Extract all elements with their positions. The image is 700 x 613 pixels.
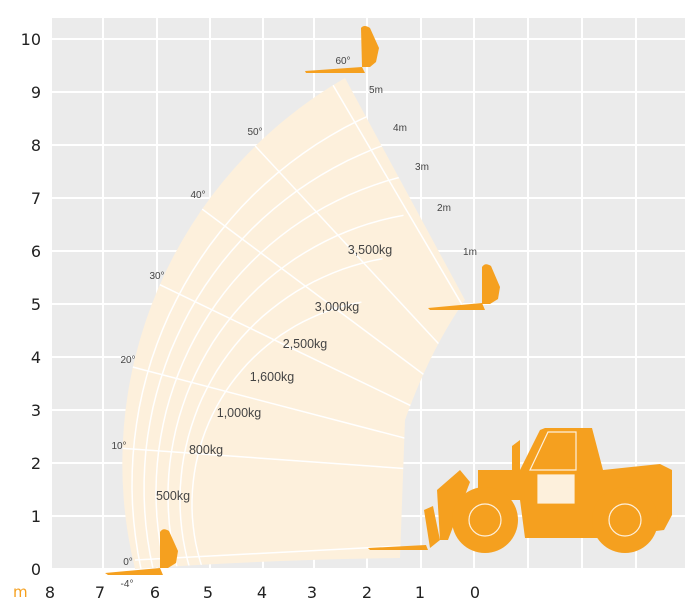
y-tick-label: 8 xyxy=(31,136,41,155)
x-tick-label: 5 xyxy=(203,583,213,602)
y-tick-label: 0 xyxy=(31,560,41,579)
y-tick-label: 1 xyxy=(31,507,41,526)
fork-icon-60deg xyxy=(305,26,379,73)
boom-angle-label: 40° xyxy=(190,190,205,201)
boom-angle-label: 0° xyxy=(123,557,133,568)
extension-arc xyxy=(143,127,446,569)
angle-line xyxy=(309,78,466,481)
x-tick-label: 8 xyxy=(45,583,55,602)
x-tick-label: 7 xyxy=(95,583,105,602)
load-capacity-label: 1,600kg xyxy=(250,370,295,384)
fork-icon-0deg xyxy=(105,529,178,575)
fork-icon-max-ext xyxy=(428,264,500,310)
load-capacity-label: 800kg xyxy=(189,443,223,457)
envelope-lines xyxy=(122,78,466,569)
x-tick-label: 0 xyxy=(470,583,480,602)
x-tick-label: 6 xyxy=(150,583,160,602)
telehandler-machine-icon xyxy=(368,428,672,553)
angle-line xyxy=(224,112,466,481)
extension-arc xyxy=(155,171,425,569)
boom-extension-label: 4m xyxy=(393,123,407,134)
machine-details xyxy=(468,431,642,537)
x-tick-label: 3 xyxy=(307,583,317,602)
extension-arc xyxy=(191,301,362,569)
angle-line xyxy=(169,184,466,481)
load-capacity-label: 3,000kg xyxy=(315,300,360,314)
load-capacity-label: 1,000kg xyxy=(217,406,262,420)
angle-line xyxy=(122,445,466,481)
y-tick-label: 10 xyxy=(21,30,41,49)
boom-angle-label: -4° xyxy=(121,579,134,590)
boom-angle-label: 50° xyxy=(247,127,262,138)
load-envelope xyxy=(122,78,466,569)
angle-line xyxy=(122,359,466,481)
extension-arc xyxy=(179,257,383,569)
extension-arc xyxy=(167,214,404,569)
boom-extension-label: 3m xyxy=(415,162,429,173)
x-tick-label: 2 xyxy=(362,583,372,602)
y-tick-label: 3 xyxy=(31,401,41,420)
angle-line xyxy=(134,544,421,561)
x-tick-label: 4 xyxy=(257,583,267,602)
boom-extension-label: 2m xyxy=(437,203,451,214)
y-tick-label: 7 xyxy=(31,189,41,208)
unit-label: m xyxy=(13,583,28,601)
y-tick-label: 5 xyxy=(31,295,41,314)
load-capacity-label: 500kg xyxy=(156,489,190,503)
boom-angle-label: 10° xyxy=(111,441,126,452)
boom-angle-label: 20° xyxy=(120,355,135,366)
extension-arc xyxy=(131,84,466,569)
x-axis-ticks: 8 7 6 5 4 3 2 1 0 xyxy=(45,583,480,602)
boom-angle-label: 30° xyxy=(149,271,164,282)
y-tick-label: 6 xyxy=(31,242,41,261)
y-tick-label: 9 xyxy=(31,83,41,102)
load-capacity-label: 2,500kg xyxy=(283,337,328,351)
y-axis-ticks: 0 1 2 3 4 5 6 7 8 9 10 xyxy=(21,30,41,579)
boom-angle-label: 60° xyxy=(335,56,350,67)
y-tick-label: 4 xyxy=(31,348,41,367)
angle-line xyxy=(129,269,466,481)
load-capacity-label: 3,500kg xyxy=(348,243,393,257)
x-tick-label: 1 xyxy=(415,583,425,602)
boom-extension-label: 1m xyxy=(463,247,477,258)
boom-extension-label: 5m xyxy=(369,85,383,96)
y-tick-label: 2 xyxy=(31,454,41,473)
